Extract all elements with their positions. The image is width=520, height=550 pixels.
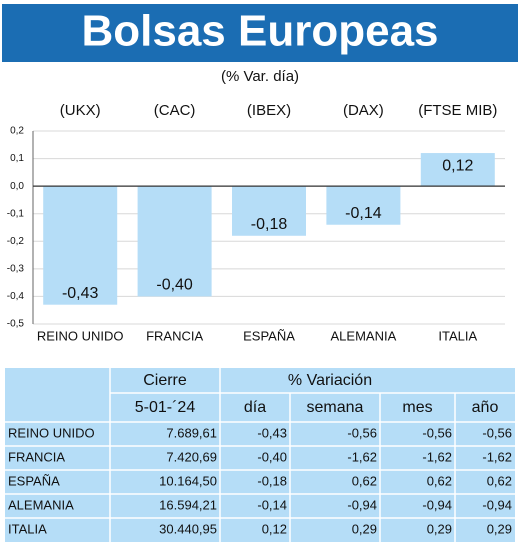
y-tick-label: -0,2	[7, 236, 25, 247]
table-cell: 7.689,61	[166, 425, 217, 440]
table-cell: 0,29	[427, 521, 452, 536]
table-cell: -0,40	[257, 449, 287, 464]
bar	[232, 186, 306, 236]
table-cell: 0,62	[427, 473, 452, 488]
row-label: REINO UNIDO	[8, 425, 95, 440]
table-cell: 0,29	[352, 521, 377, 536]
value-label: -0,43	[62, 285, 99, 302]
table-cell: -0,14	[257, 497, 287, 512]
table-subheader: mes	[402, 399, 432, 416]
table-cell: -0,18	[257, 473, 287, 488]
bar	[43, 186, 118, 305]
x-tick-label: REINO UNIDO	[37, 328, 124, 343]
table-cell: -0,94	[347, 497, 377, 512]
table-header: % Variación	[288, 372, 372, 389]
table-cell: 0,62	[352, 473, 377, 488]
value-label: 0,12	[442, 157, 473, 174]
index-label: (UKX)	[60, 102, 101, 119]
row-label: FRANCIA	[8, 449, 65, 464]
table-cell: 16.594,21	[159, 497, 217, 512]
table-subheader: día	[244, 399, 266, 416]
x-tick-label: FRANCIA	[146, 328, 203, 343]
index-label: (DAX)	[343, 102, 384, 119]
bar	[420, 153, 495, 187]
x-tick-label: ESPAÑA	[243, 328, 295, 343]
table-cell: 0,29	[487, 521, 512, 536]
table-cell: 0,62	[487, 473, 512, 488]
table-cell: -0,43	[257, 425, 287, 440]
table-cell: -1,62	[482, 449, 512, 464]
row-label: ESPAÑA	[8, 473, 60, 488]
table-cell: -0,56	[347, 425, 377, 440]
bar	[137, 186, 212, 297]
table-cell: 0,12	[262, 521, 287, 536]
table-cell: 10.164,50	[159, 473, 217, 488]
bar	[326, 186, 401, 225]
y-tick-label: 0,0	[10, 181, 24, 192]
table-cell: -0,94	[422, 497, 452, 512]
x-tick-label: ITALIA	[438, 328, 477, 343]
index-label: (CAC)	[154, 102, 196, 119]
index-label: (FTSE MIB)	[418, 102, 497, 119]
index-label: (IBEX)	[247, 102, 291, 119]
value-label: -0,18	[251, 216, 288, 233]
value-label: -0,40	[156, 277, 193, 294]
x-tick-label: ALEMANIA	[331, 328, 397, 343]
table-cell: 30.440,95	[159, 521, 217, 536]
table-cell: -0,94	[482, 497, 512, 512]
y-tick-label: 0,1	[10, 153, 24, 164]
table-cell: 7.420,69	[166, 449, 217, 464]
chart-title: Bolsas Europeas	[81, 7, 438, 56]
row-label: ITALIA	[8, 521, 47, 536]
y-tick-label: 0,2	[10, 126, 24, 137]
y-tick-label: -0,3	[7, 263, 25, 274]
y-tick-label: -0,5	[7, 319, 25, 330]
table-cell: -1,62	[347, 449, 377, 464]
table-bg	[5, 368, 515, 542]
title-bar	[2, 4, 518, 62]
value-label: -0,14	[345, 205, 382, 222]
table-cell: -0,56	[482, 425, 512, 440]
table-cell: -0,56	[422, 425, 452, 440]
y-tick-label: -0,4	[7, 291, 25, 302]
row-label: ALEMANIA	[8, 497, 74, 512]
chart-subtitle: (% Var. día)	[221, 68, 299, 85]
table-cell: -1,62	[422, 449, 452, 464]
table-subheader: 5-01-´24	[135, 399, 196, 416]
y-tick-label: -0,1	[7, 208, 25, 219]
table-header: Cierre	[143, 372, 187, 389]
table-subheader: semana	[307, 399, 364, 416]
table-subheader: año	[472, 399, 499, 416]
